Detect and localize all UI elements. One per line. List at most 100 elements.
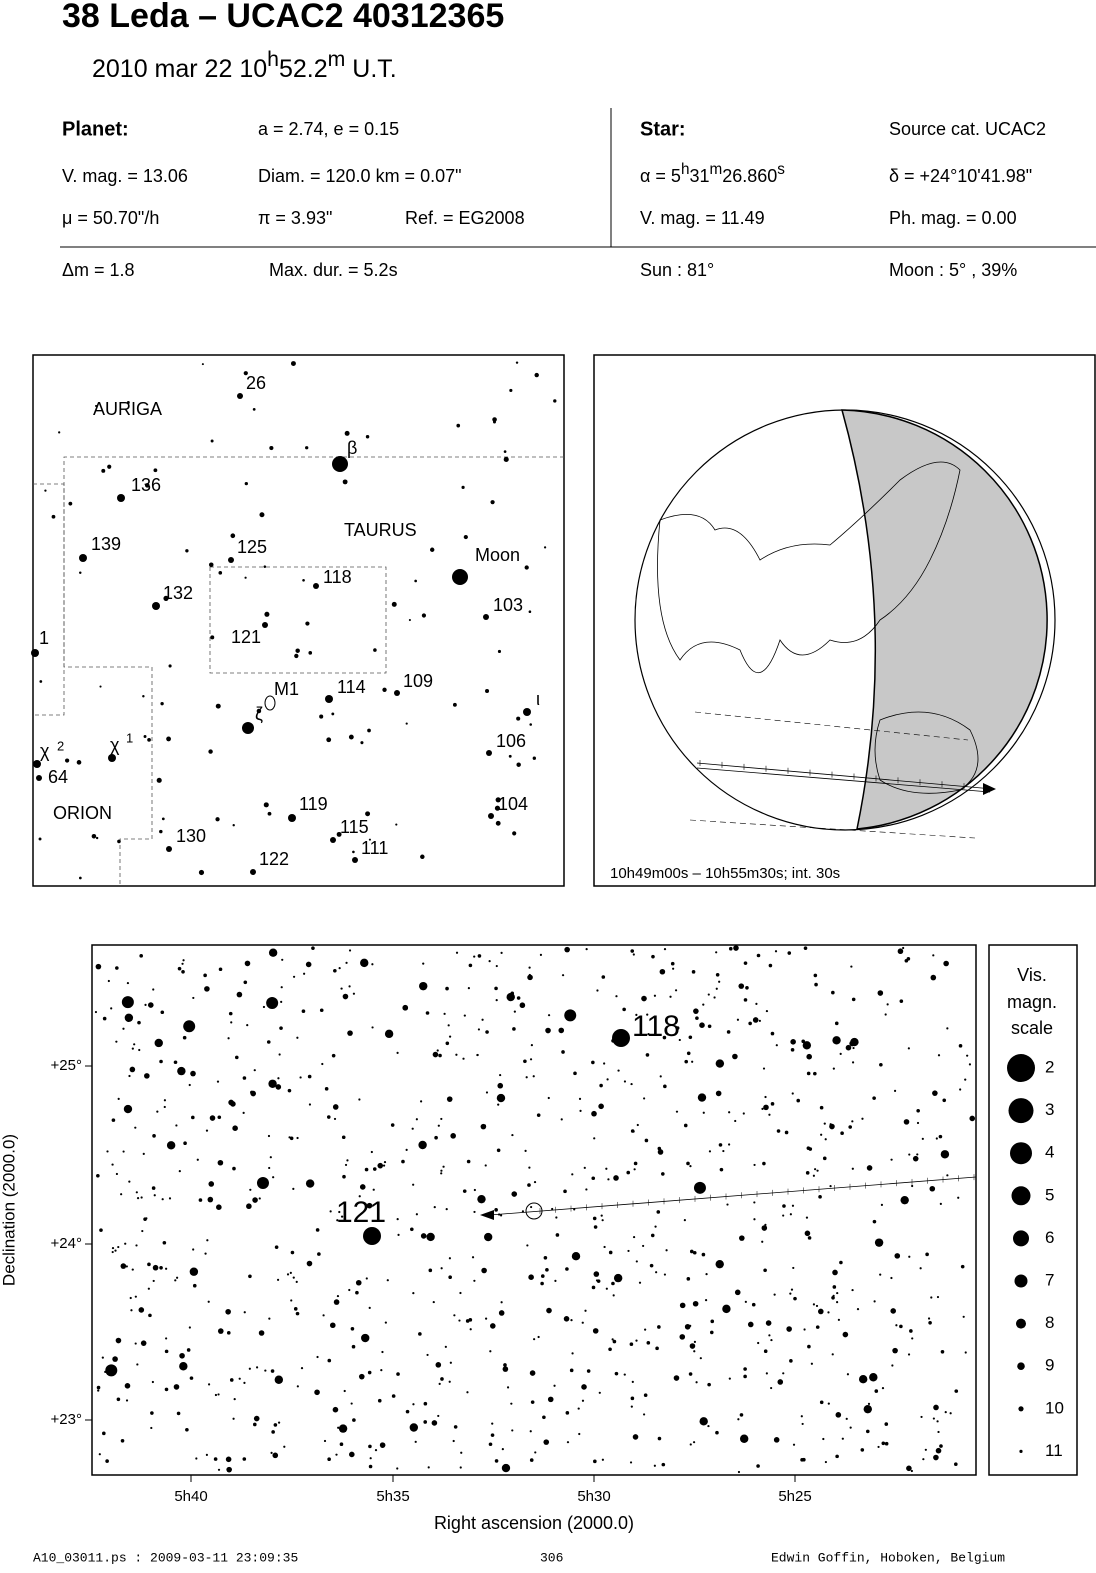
star	[207, 1383, 211, 1386]
star	[708, 1150, 712, 1153]
star	[154, 1038, 163, 1048]
star	[232, 1166, 236, 1171]
star	[803, 946, 808, 950]
star	[775, 1044, 778, 1047]
star	[499, 1214, 503, 1217]
star	[329, 1322, 336, 1329]
star	[214, 1393, 218, 1397]
star	[593, 1137, 596, 1140]
star	[815, 1325, 820, 1329]
finder-label: 139	[91, 534, 121, 554]
star	[511, 1133, 514, 1137]
star	[321, 1062, 324, 1066]
text: V. mag. = 13.06	[62, 166, 188, 186]
star	[208, 1181, 215, 1187]
star	[438, 1382, 441, 1385]
star	[943, 960, 949, 967]
star	[108, 754, 116, 762]
star	[488, 813, 494, 819]
star	[343, 1389, 346, 1393]
star	[489, 1323, 496, 1329]
star	[383, 1160, 387, 1164]
star	[264, 611, 270, 617]
star	[516, 762, 521, 767]
star	[807, 1236, 812, 1240]
star	[277, 1421, 281, 1424]
star	[966, 1054, 969, 1057]
star	[473, 955, 476, 958]
star	[581, 1321, 584, 1324]
star	[349, 1451, 355, 1458]
text: Max. dur. = 5.2s	[269, 260, 398, 280]
star	[633, 1168, 636, 1171]
star	[107, 464, 112, 469]
star	[715, 1430, 719, 1435]
star	[64, 758, 70, 763]
star	[912, 1155, 919, 1162]
star	[722, 1304, 731, 1314]
star	[204, 986, 210, 992]
star	[890, 1158, 893, 1161]
star	[253, 1415, 260, 1422]
star	[806, 1053, 812, 1060]
star	[307, 1074, 312, 1079]
star	[835, 1454, 839, 1459]
star	[177, 1066, 186, 1076]
star	[188, 1083, 191, 1087]
star	[414, 1440, 417, 1443]
star	[545, 1027, 551, 1034]
star	[762, 1161, 766, 1166]
star	[805, 1171, 810, 1175]
star	[338, 1424, 348, 1433]
star	[801, 1422, 804, 1426]
star	[791, 1092, 794, 1095]
star	[802, 1041, 812, 1050]
star	[123, 1104, 133, 1114]
star	[428, 1268, 433, 1273]
star	[405, 1148, 408, 1151]
star	[168, 664, 172, 668]
star	[445, 1041, 450, 1046]
star	[147, 737, 151, 742]
star	[258, 1197, 261, 1200]
star	[528, 1166, 531, 1169]
star	[739, 1235, 745, 1241]
star	[581, 1399, 585, 1402]
star	[319, 1008, 324, 1013]
star	[570, 1319, 573, 1322]
footer-text: 306	[540, 1550, 563, 1565]
legend-label: 8	[1045, 1313, 1054, 1332]
star	[280, 986, 283, 989]
finder-label: 119	[299, 794, 328, 814]
star	[938, 1134, 943, 1139]
star	[879, 1273, 882, 1276]
star	[526, 1244, 529, 1247]
star-label: 121	[336, 1196, 386, 1229]
star	[305, 621, 310, 626]
star	[299, 1076, 302, 1079]
star	[513, 1010, 516, 1013]
star	[466, 1159, 471, 1164]
star	[886, 1003, 889, 1006]
star	[459, 1466, 462, 1469]
star	[477, 1194, 486, 1204]
text-part: U.T.	[345, 55, 396, 83]
star	[861, 1117, 864, 1120]
star	[91, 833, 97, 839]
star	[593, 1459, 597, 1464]
star	[411, 1127, 414, 1130]
star	[831, 990, 835, 995]
star	[849, 1426, 852, 1429]
star	[663, 1273, 667, 1276]
star	[715, 951, 718, 954]
star	[900, 1195, 909, 1205]
star	[246, 1203, 252, 1210]
star	[342, 479, 348, 485]
y-tick-label: +24°	[51, 1235, 82, 1252]
star	[208, 749, 213, 754]
legend-frame	[988, 944, 1078, 1476]
star	[151, 1380, 154, 1384]
star	[485, 1317, 488, 1320]
star	[899, 999, 904, 1003]
star	[818, 1195, 822, 1199]
